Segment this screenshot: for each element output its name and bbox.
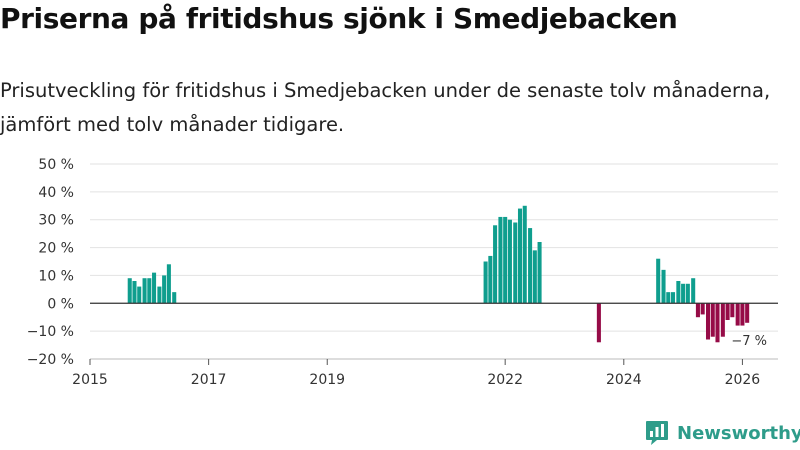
x-tick-label: 2026 (725, 372, 761, 388)
x-tick-label: 2022 (487, 372, 523, 388)
y-tick-label: 20 % (38, 241, 74, 257)
bar (166, 264, 171, 304)
bar (710, 303, 715, 337)
bar (730, 303, 735, 318)
bar-chart: 50 % 40 % 30 % 20 % 10 % 0 % −10 % −20 % 2015 201… (27, 157, 778, 388)
y-tick-label: −10 % (27, 324, 74, 340)
bar (157, 286, 162, 304)
bar (700, 303, 705, 315)
bar (691, 278, 696, 304)
bar (661, 269, 666, 304)
bar (705, 303, 711, 340)
bar (685, 283, 690, 304)
bar (532, 250, 537, 304)
x-tick-label: 2019 (309, 372, 345, 388)
bar (152, 272, 157, 304)
bar (537, 242, 542, 304)
y-tick-label: 30 % (38, 213, 74, 229)
bar (142, 278, 147, 304)
bar (172, 292, 177, 304)
bar (517, 208, 523, 304)
bar (132, 281, 137, 304)
bar-chart-logo-icon (646, 421, 668, 445)
y-tick-label: 10 % (38, 268, 74, 284)
bar (735, 303, 740, 326)
bar (507, 219, 512, 304)
bar (503, 216, 508, 304)
labels: 50 % 40 % 30 % 20 % 10 % 0 % −10 % −20 % 2015 201… (27, 157, 767, 388)
chart-subtitle: Prisutveckling för fritidshus i Smedjeba… (0, 79, 771, 136)
bar (670, 292, 676, 304)
bar (522, 205, 527, 304)
x-tick-label: 2017 (191, 372, 227, 388)
logo-text: Newsworthy (677, 422, 800, 444)
bar (740, 303, 745, 326)
y-tick-label: 0 % (47, 296, 74, 312)
bar (720, 303, 725, 337)
bars (127, 205, 750, 343)
bar (681, 283, 686, 304)
end-value-label: −7 % (731, 334, 767, 349)
bar (656, 258, 661, 304)
x-tick-label: 2015 (72, 372, 108, 388)
bar (137, 286, 142, 304)
bar (596, 303, 601, 343)
y-tick-label: 40 % (38, 185, 74, 201)
y-tick-label: 50 % (38, 157, 74, 173)
bar (725, 303, 730, 320)
bar (513, 222, 518, 304)
bar (493, 225, 498, 304)
chart-title: Priserna på fritidshus sjönk i Smedjebac… (0, 2, 678, 35)
x-tick-label: 2024 (606, 372, 642, 388)
bar (162, 275, 167, 304)
bar (528, 228, 533, 304)
bar (483, 261, 488, 304)
bar (695, 303, 700, 318)
bar (666, 292, 671, 304)
bar (715, 303, 720, 343)
bar (745, 303, 750, 323)
bar (488, 255, 493, 304)
y-tick-label: −20 % (27, 352, 74, 368)
newsworthy-logo: Newsworthy (645, 420, 800, 446)
gridlines (90, 163, 778, 360)
bar (498, 216, 503, 304)
bar (676, 281, 681, 304)
bar (147, 278, 152, 304)
bar (127, 278, 132, 304)
axes (89, 302, 778, 365)
